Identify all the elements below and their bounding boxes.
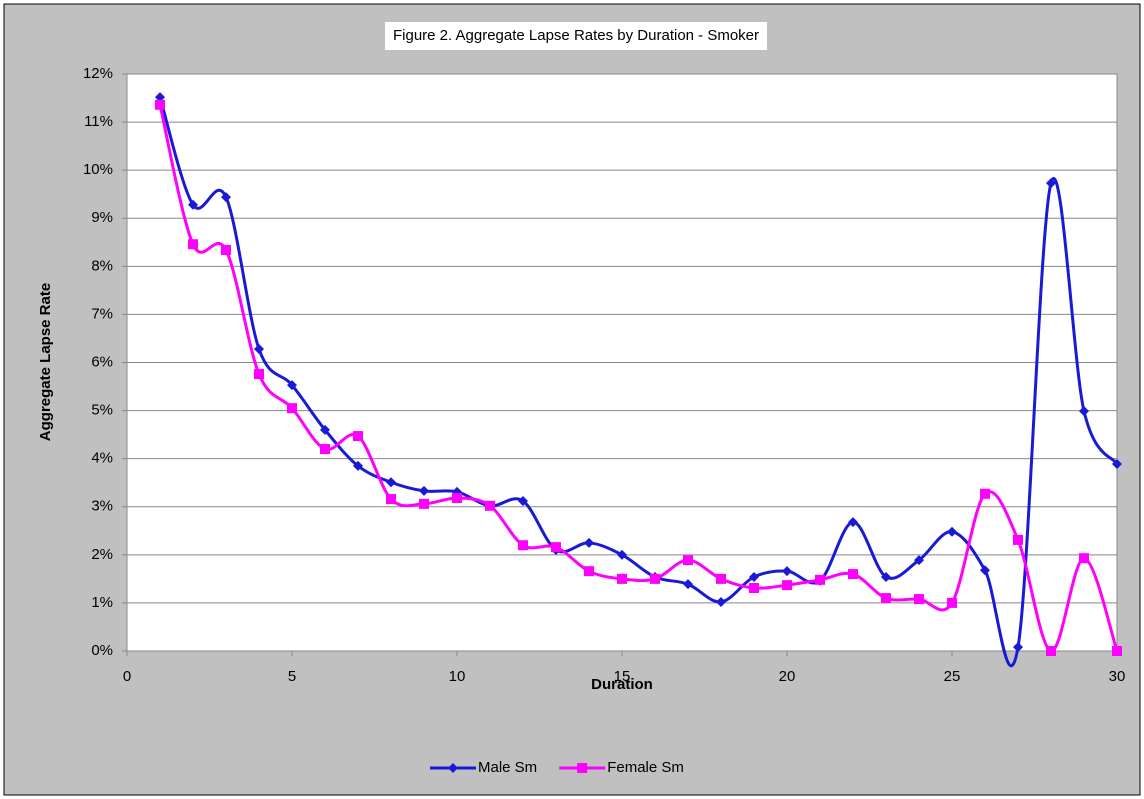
data-point — [617, 573, 627, 584]
data-point — [518, 495, 528, 506]
data-point — [155, 99, 165, 110]
data-point — [848, 569, 858, 580]
data-point — [716, 573, 726, 584]
chart-title: Figure 2. Aggregate Lapse Rates by Durat… — [393, 27, 759, 44]
data-point — [287, 380, 297, 391]
legend-label: Female Sm — [607, 759, 684, 776]
y-tick-label: 3% — [91, 498, 113, 515]
data-point — [287, 403, 297, 414]
y-tick-label: 12% — [83, 65, 113, 82]
data-point — [617, 549, 627, 560]
data-point — [1046, 646, 1056, 656]
data-point — [353, 431, 363, 442]
data-point — [914, 594, 924, 605]
data-point — [1046, 178, 1056, 189]
data-point — [254, 369, 264, 380]
x-tick-label: 10 — [449, 668, 466, 685]
data-point — [551, 542, 561, 553]
data-point — [1079, 553, 1089, 564]
data-point — [1112, 646, 1122, 656]
data-point — [881, 571, 891, 582]
data-point — [254, 344, 264, 355]
y-tick-label: 2% — [91, 546, 113, 563]
data-point — [518, 540, 528, 551]
data-point — [716, 596, 726, 607]
y-tick-label: 9% — [91, 209, 113, 226]
x-tick-label: 20 — [779, 668, 796, 685]
data-point — [848, 517, 858, 528]
data-point — [188, 239, 198, 250]
y-tick-label: 10% — [83, 161, 113, 178]
y-tick-label: 0% — [91, 642, 113, 659]
data-point — [881, 593, 891, 604]
data-point — [683, 555, 693, 566]
data-point — [188, 199, 198, 210]
data-point — [1013, 642, 1023, 653]
data-point — [584, 537, 594, 548]
x-tick-label: 15 — [614, 668, 631, 685]
data-point — [650, 573, 660, 584]
data-point — [1079, 406, 1089, 417]
y-tick-label: 11% — [84, 113, 113, 130]
y-tick-label: 7% — [91, 305, 113, 322]
data-point — [452, 493, 462, 504]
data-point — [221, 244, 231, 255]
data-point — [980, 565, 990, 576]
data-point — [914, 555, 924, 566]
data-point — [947, 597, 957, 608]
data-point — [419, 485, 429, 496]
title-box — [384, 22, 768, 50]
data-point — [749, 571, 759, 582]
data-point — [221, 192, 231, 203]
data-point — [584, 566, 594, 577]
y-axis-title: Aggregate Lapse Rate — [37, 283, 54, 441]
data-point — [419, 498, 429, 509]
data-point — [353, 460, 363, 471]
legend-marker — [448, 763, 458, 773]
data-point — [1013, 534, 1023, 545]
x-tick-label: 5 — [288, 668, 296, 685]
data-point — [320, 424, 330, 435]
data-point — [320, 444, 330, 455]
data-point — [683, 579, 693, 590]
x-tick-label: 25 — [944, 668, 961, 685]
y-tick-label: 6% — [91, 353, 113, 370]
x-tick-label: 30 — [1109, 668, 1126, 685]
x-axis-title: Duration — [591, 676, 653, 693]
data-point — [980, 488, 990, 499]
x-tick-label: 0 — [123, 668, 131, 685]
data-point — [947, 526, 957, 537]
legend-label: Male Sm — [478, 759, 537, 776]
data-point — [782, 580, 792, 591]
y-tick-label: 4% — [91, 450, 113, 467]
data-point — [749, 583, 759, 594]
y-tick-label: 8% — [91, 257, 113, 274]
data-point — [485, 500, 495, 511]
data-point — [155, 92, 165, 103]
y-tick-label: 1% — [91, 594, 113, 611]
data-point — [782, 566, 792, 577]
legend-marker — [577, 763, 588, 773]
y-tick-label: 5% — [91, 402, 113, 419]
data-point — [815, 574, 825, 585]
data-point — [386, 494, 396, 505]
data-point — [1112, 458, 1122, 469]
data-point — [386, 477, 396, 488]
